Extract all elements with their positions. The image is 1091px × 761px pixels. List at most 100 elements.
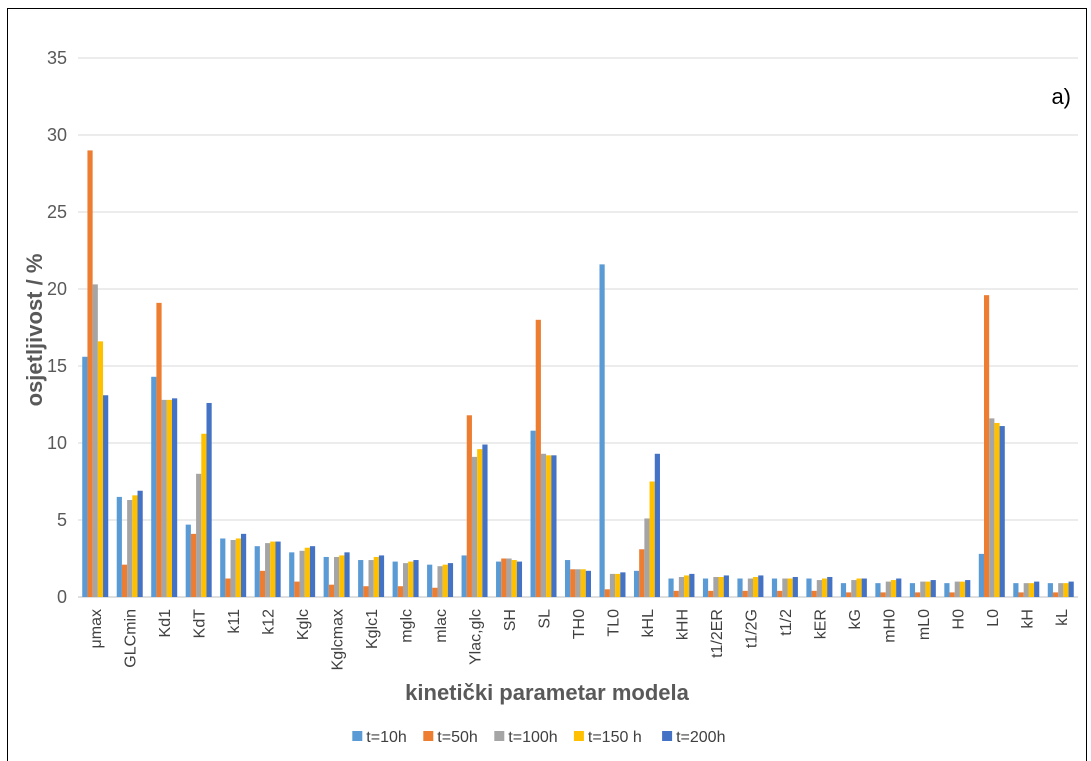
x-tick-label: k12 [261,609,278,635]
bar [191,534,196,597]
y-tick-label: 20 [47,279,67,299]
bar [827,577,832,597]
bar [305,548,310,597]
legend-swatch [494,731,504,741]
x-tick-label: Kd1 [157,609,174,638]
bar [812,591,817,597]
x-tick-label: mglc [399,609,416,643]
bar [931,580,936,597]
bar [138,491,143,597]
bar [910,583,915,597]
bar [517,562,522,597]
bar [822,579,827,597]
bar [1069,582,1074,597]
bar [1018,592,1023,597]
bar [1029,583,1034,597]
y-tick-label: 35 [47,48,67,68]
bar [255,546,260,597]
bar [753,577,758,597]
bar [1000,426,1005,597]
bar [955,582,960,597]
bar [201,434,206,597]
bar [846,592,851,597]
x-axis-title: kinetički parametar modela [405,680,689,705]
bar [748,579,753,597]
bar [260,571,265,597]
bar [443,565,448,597]
bar [122,565,127,597]
bar [719,577,724,597]
bar [1024,583,1029,597]
bar [220,538,225,597]
bar [300,551,305,597]
bar [639,549,644,597]
bar [886,582,891,597]
x-tick-label: Kglc1 [364,609,381,649]
bar [950,592,955,597]
bar [960,582,965,597]
bar [408,562,413,597]
bar [437,566,442,597]
bar [156,303,161,597]
x-tick-label: kHL [640,609,657,638]
bar [679,577,684,597]
bar [546,455,551,597]
bar [758,575,763,597]
bar [777,591,782,597]
bar [172,398,177,597]
x-tick-label: t1/2ER [709,609,726,658]
bar [925,582,930,597]
bar [1048,583,1053,597]
bar [605,589,610,597]
bar [275,542,280,597]
bar [984,295,989,597]
x-tick-labels: μmax GLCmin Kd1 KdT k11 k12 Kglc Kglcmax Kglc1 mg… [88,609,1071,671]
bar [1053,592,1058,597]
bar [374,557,379,597]
y-axis-title: osjetljivost / % [22,254,47,407]
bar [324,557,329,597]
bar [206,403,211,597]
bar [482,445,487,597]
bar [610,574,615,597]
bar [98,341,103,597]
bar [881,592,886,597]
bar [551,455,556,597]
bar [708,591,713,597]
bar [162,400,167,597]
x-tick-label: mL0 [916,609,933,640]
bar [186,525,191,597]
bar [358,560,363,597]
bar [793,577,798,597]
bar [167,400,172,597]
bar [82,357,87,597]
x-tick-label: Kglc [295,609,312,640]
bar [329,585,334,597]
bar [127,500,132,597]
bar [817,580,822,597]
bar [196,474,201,597]
bar [427,565,432,597]
x-tick-label: TL0 [605,609,622,637]
bar [565,560,570,597]
bar [294,582,299,597]
bars [82,150,1074,597]
legend-label: t=100h [508,729,557,746]
bar [724,575,729,597]
x-tick-label: GLCmin [123,609,140,668]
bar [225,579,230,597]
bar [398,586,403,597]
legend-label: t=150 h [588,729,642,746]
bar [369,560,374,597]
bar [856,579,861,597]
bar [334,557,339,597]
panel-label: a) [1051,84,1071,109]
bar [506,559,511,598]
bar [531,431,536,597]
bar [650,482,655,598]
bar [581,569,586,597]
bar [1063,583,1068,597]
bar [231,540,236,597]
bar [674,591,679,597]
x-tick-label: μmax [88,609,105,648]
